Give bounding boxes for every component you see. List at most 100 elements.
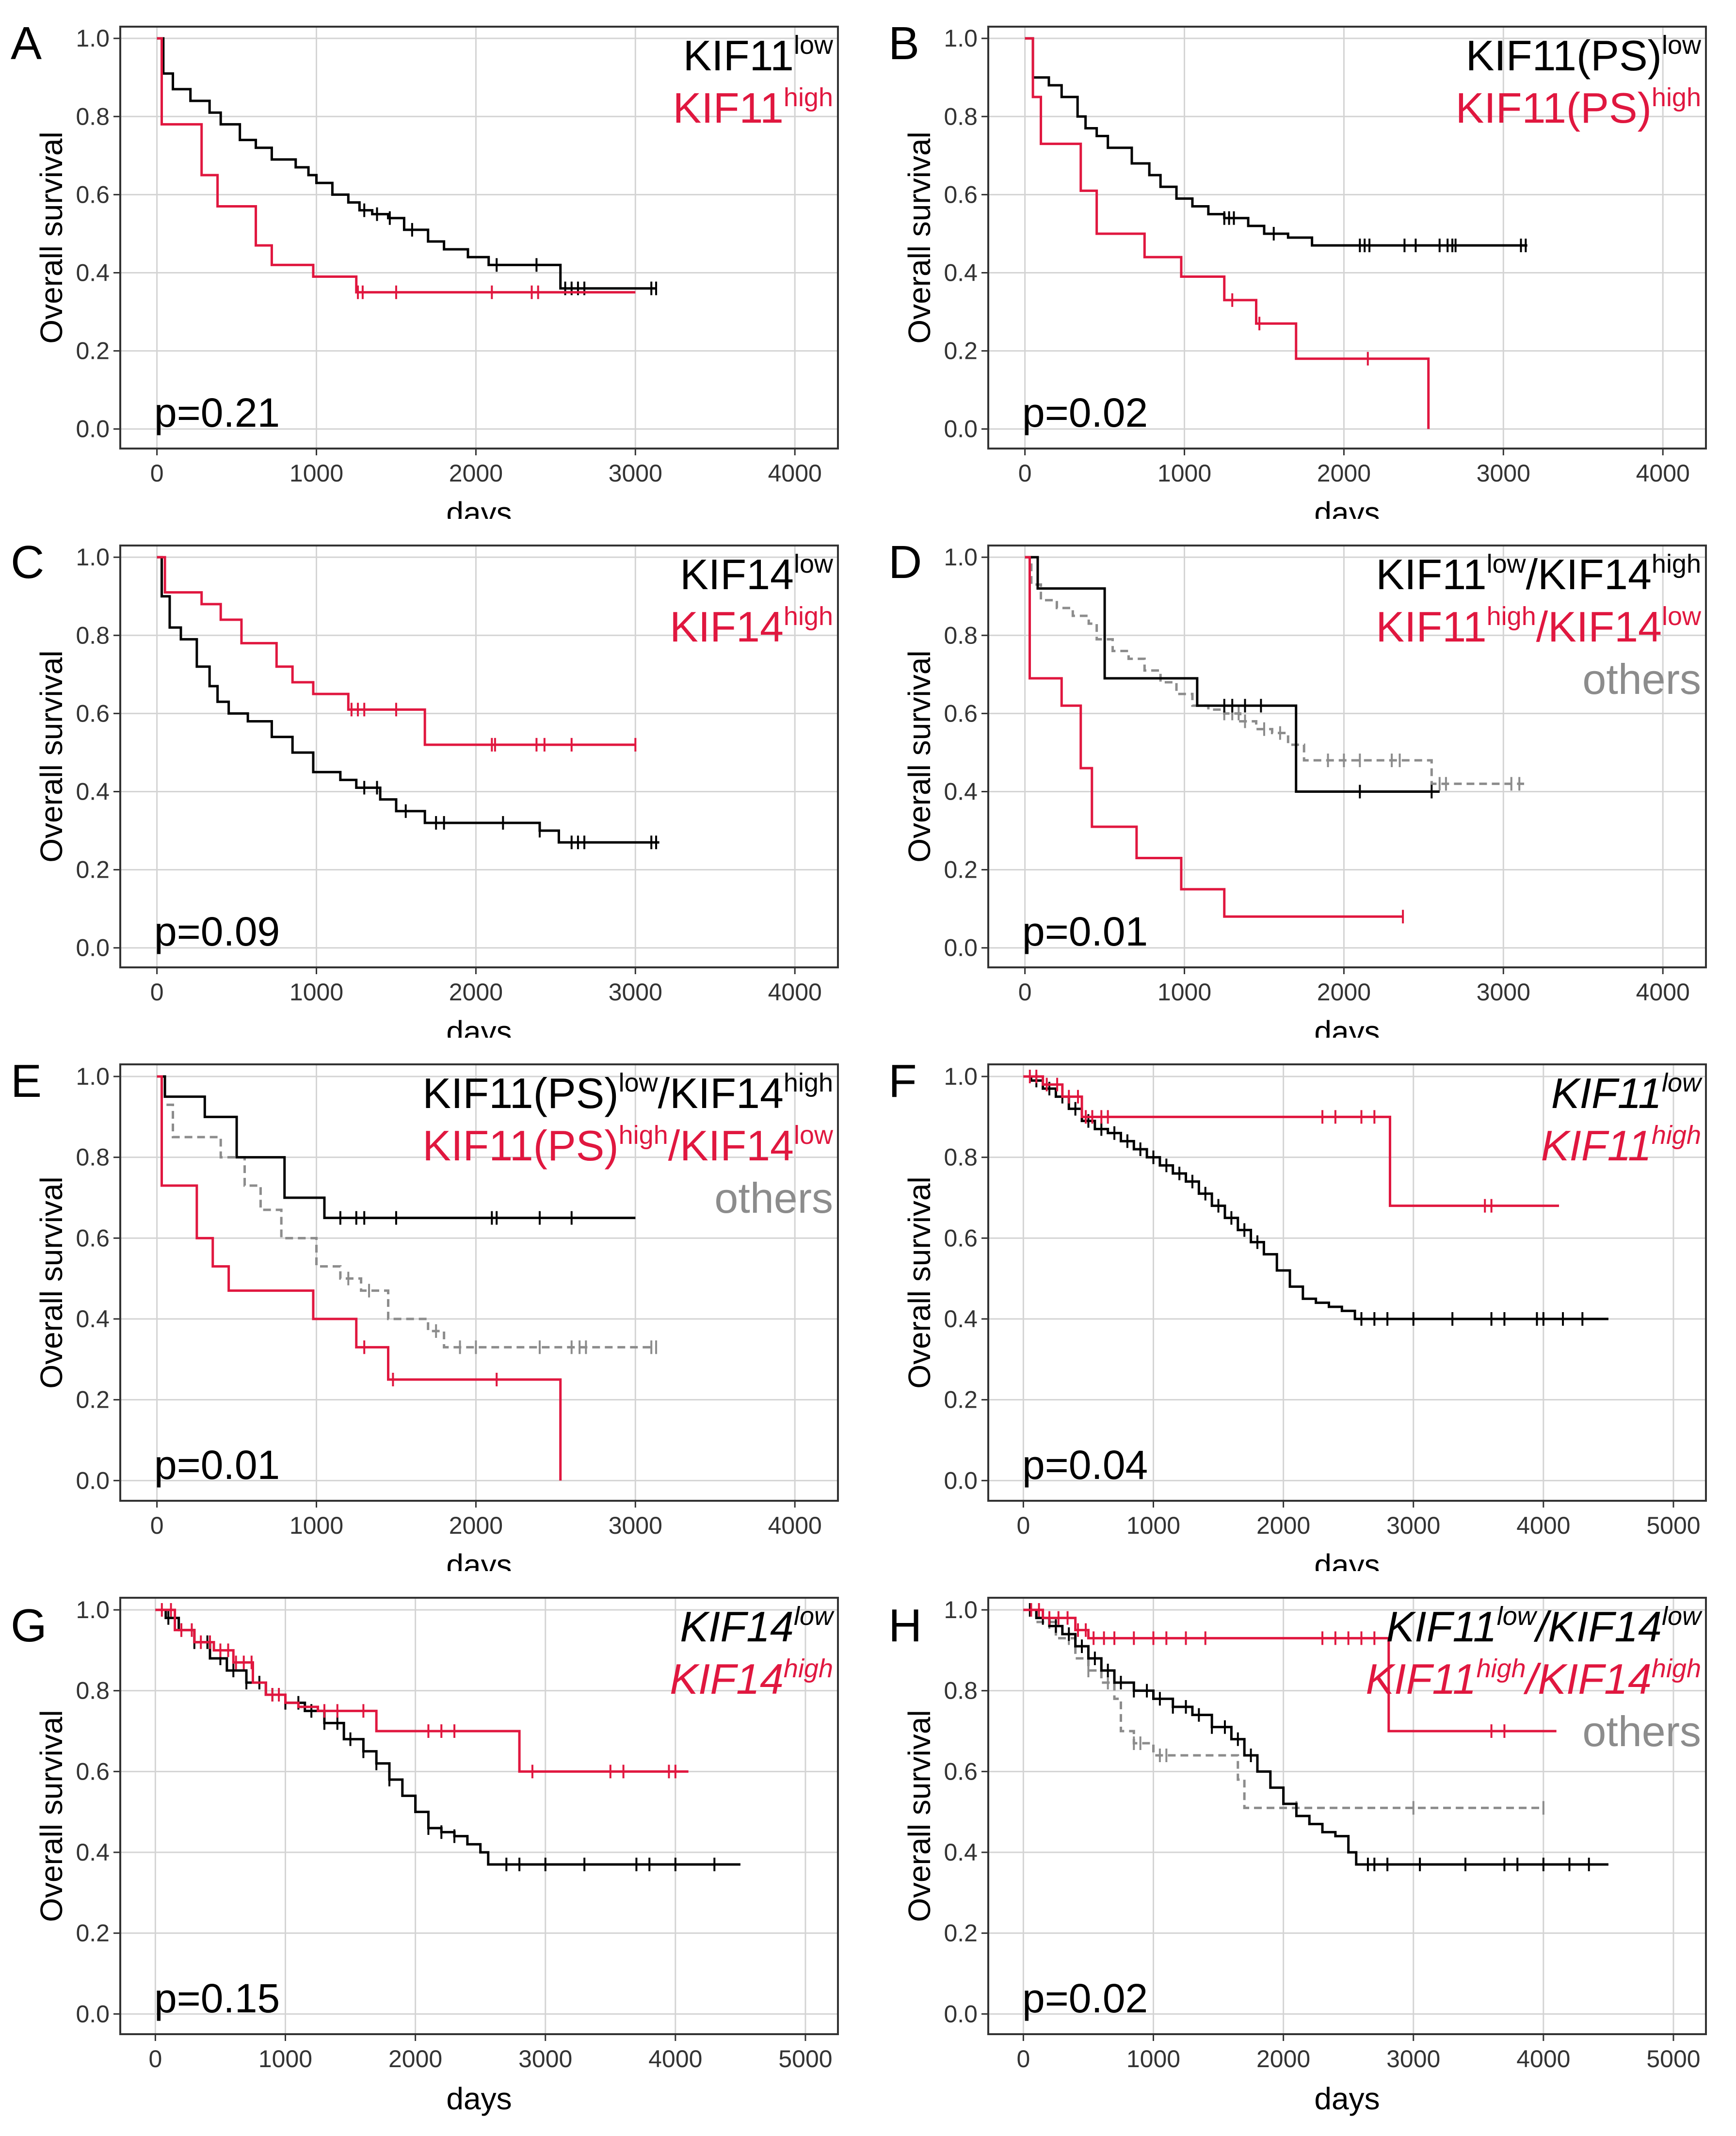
- grid: [988, 546, 1706, 967]
- legend-level: high: [1487, 602, 1536, 631]
- y-tick-label: 0.8: [944, 1144, 978, 1171]
- panel-letter: D: [888, 536, 922, 588]
- km-curve: [157, 556, 659, 844]
- km-series: [157, 37, 658, 295]
- km-curve: [1023, 1608, 1608, 1866]
- y-tick-label: 1.0: [76, 1063, 110, 1090]
- legend-entry: others: [714, 1174, 833, 1222]
- legend-gene: /KIF14: [658, 1069, 784, 1117]
- x-tick-label: 2000: [388, 2045, 442, 2072]
- x-tick-label: 2000: [1317, 460, 1371, 487]
- y-tick-label: 0.6: [944, 1224, 978, 1252]
- km-curve: [157, 37, 636, 294]
- km-series: [157, 1075, 636, 1225]
- y-tick-label: 0.2: [76, 1386, 110, 1413]
- y-tick-label: 0.8: [76, 1677, 110, 1704]
- y-tick-label: 0.4: [944, 778, 978, 805]
- panel-letter: B: [888, 17, 920, 69]
- y-tick-label: 0.8: [76, 622, 110, 649]
- km-curve: [1023, 1608, 1557, 1733]
- x-tick-label: 3000: [518, 2045, 572, 2072]
- legend-entry: KIF11low/KIF14high: [1376, 549, 1701, 598]
- x-tick-label: 1000: [289, 1512, 343, 1539]
- panel-letter: F: [888, 1055, 917, 1107]
- legend-entry: KIF14high: [670, 1654, 833, 1703]
- km-curve: [1023, 1075, 1608, 1320]
- x-tick-label: 0: [1016, 2045, 1030, 2072]
- legend-gene: /KIF14: [1534, 1603, 1662, 1651]
- km-curve: [157, 1075, 562, 1481]
- km-curve: [1025, 556, 1440, 793]
- y-tick-label: 0.8: [944, 1677, 978, 1704]
- y-tick-label: 0.4: [944, 1305, 978, 1333]
- y-tick-label: 0.4: [76, 1305, 110, 1333]
- km-series: [1023, 1074, 1608, 1326]
- y-axis-title: Overall survival: [34, 1176, 69, 1388]
- km-series: [157, 1075, 658, 1354]
- legend-level: low: [1662, 1602, 1703, 1631]
- legend-entry: KIF11high/KIF14low: [1376, 602, 1702, 651]
- x-tick-label: 1000: [1157, 979, 1211, 1006]
- x-tick-label: 4000: [768, 979, 822, 1006]
- x-tick-label: 1000: [289, 979, 343, 1006]
- legend-entry: KIF11(PS)high: [1456, 83, 1701, 132]
- km-series: [1025, 556, 1404, 924]
- y-tick-label: 0.0: [944, 2000, 978, 2027]
- x-tick-label: 2000: [449, 1512, 503, 1539]
- panel-h: H 0 1000 2000 3000 4000 5000 0.0 0.2 0.4 0.6 0.8 1.…: [868, 1571, 1736, 2134]
- legend-entry: KIF14high: [670, 602, 833, 651]
- legend-entry: others: [1582, 655, 1701, 703]
- legend-gene: KIF11: [1551, 1069, 1662, 1117]
- km-plot-e: 0 1000 2000 3000 4000 0.0 0.2 0.4 0.6 0.8 1.0 days O…: [34, 1063, 839, 1583]
- km-curve: [157, 1075, 657, 1349]
- km-plot-f: 0 1000 2000 3000 4000 5000 0.0 0.2 0.4 0.6 0.8 1.0 d…: [902, 1063, 1707, 1583]
- x-tick-label: 4000: [1636, 460, 1690, 487]
- km-curve: [157, 556, 636, 746]
- km-series: [1025, 37, 1527, 253]
- km-curve: [155, 1608, 740, 1866]
- legend-entry: KIF11(PS)low: [1466, 31, 1702, 80]
- legend-entry: KIF11(PS)high/KIF14low: [422, 1121, 834, 1170]
- x-axis-title: days: [1314, 496, 1380, 519]
- x-tick-label: 2000: [449, 979, 503, 1006]
- y-tick-label: 1.0: [944, 544, 978, 571]
- x-tick-label: 0: [148, 2045, 162, 2072]
- plot-frame: [119, 545, 839, 968]
- y-axis-title: Overall survival: [902, 131, 937, 343]
- y-tick-label: 0.4: [76, 778, 110, 805]
- legend-level: high: [1652, 1654, 1701, 1683]
- x-tick-label: 4000: [648, 2045, 702, 2072]
- panel-letter: E: [11, 1055, 42, 1107]
- y-tick-label: 1.0: [76, 1596, 110, 1623]
- y-tick-label: 0.0: [944, 416, 978, 443]
- plot-frame: [119, 26, 839, 450]
- legend-gene: KIF11(PS): [422, 1069, 618, 1117]
- panel-letter: G: [11, 1600, 47, 1652]
- x-tick-label: 1000: [1157, 460, 1211, 487]
- km-series: [1023, 1603, 1608, 1871]
- plot-frame: [987, 1063, 1707, 1502]
- y-tick-label: 0.2: [76, 856, 110, 883]
- legend-level: low: [1662, 602, 1702, 631]
- x-tick-label: 1000: [1126, 1512, 1180, 1539]
- legend-gene: KIF11: [1366, 1655, 1476, 1703]
- p-value: p=0.01: [154, 1442, 280, 1488]
- y-axis-title: Overall survival: [902, 1176, 937, 1388]
- x-tick-label: 1000: [1126, 2045, 1180, 2072]
- legend-gene: KIF11: [673, 84, 784, 132]
- x-tick-label: 1000: [258, 2045, 312, 2072]
- legend-entry: KIF11high: [673, 83, 833, 132]
- grid: [120, 546, 838, 967]
- y-tick-label: 0.4: [76, 259, 110, 287]
- legend-entry: KIF11low: [683, 31, 834, 80]
- legend-level: low: [794, 1121, 834, 1150]
- y-tick-label: 0.0: [944, 934, 978, 962]
- km-curve: [1025, 556, 1403, 918]
- legend-level: low: [1662, 31, 1702, 60]
- x-tick-label: 0: [150, 979, 164, 1006]
- legend-gene: /KIF14: [1524, 1655, 1652, 1703]
- x-axis-title: days: [1314, 1014, 1380, 1038]
- x-tick-label: 3000: [609, 1512, 662, 1539]
- x-tick-label: 0: [150, 460, 164, 487]
- km-series: [1023, 1603, 1557, 1738]
